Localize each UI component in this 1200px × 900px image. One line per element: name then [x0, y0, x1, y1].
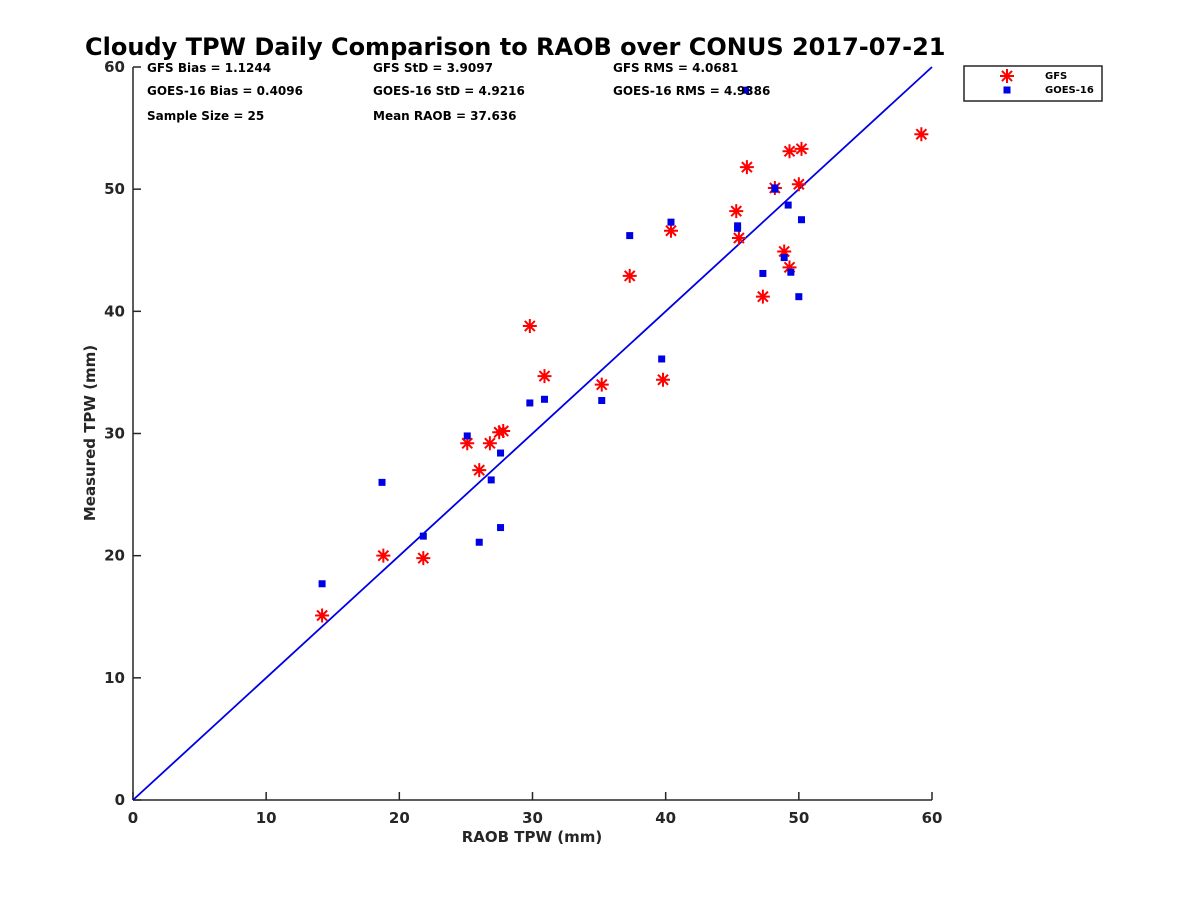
data-point-gfs	[482, 436, 497, 451]
stat-text: Sample Size = 25	[147, 109, 264, 123]
x-tick-label: 0	[128, 809, 138, 827]
data-point-goes-16	[475, 538, 483, 546]
legend-label-goes-16: GOES-16	[1045, 85, 1094, 96]
stat-text: GOES-16 StD = 4.9216	[373, 84, 525, 98]
data-point-goes-16	[797, 216, 805, 224]
data-point-goes-16	[784, 201, 792, 209]
data-point-gfs	[496, 424, 511, 439]
data-point-gfs	[522, 318, 537, 333]
legend-box	[963, 65, 1103, 102]
legend-marker-goes-16	[1003, 86, 1011, 94]
stat-text: Mean RAOB = 37.636	[373, 109, 517, 123]
data-point-gfs	[663, 223, 678, 238]
data-point-goes-16	[419, 532, 427, 540]
series-gfs	[315, 127, 929, 623]
data-point-gfs	[537, 369, 552, 384]
stat-text: GOES-16 Bias = 0.4096	[147, 84, 303, 98]
y-tick-label: 60	[104, 58, 125, 76]
data-point-goes-16	[497, 524, 505, 532]
data-point-goes-16	[598, 397, 606, 405]
data-point-gfs	[731, 231, 746, 246]
data-point-goes-16	[771, 185, 779, 193]
y-tick-label: 40	[104, 302, 125, 320]
data-point-goes-16	[487, 476, 495, 484]
data-point-gfs	[755, 289, 770, 304]
data-point-gfs	[739, 160, 754, 175]
data-point-goes-16	[463, 432, 471, 440]
legend: GFS GOES-16	[963, 65, 1103, 102]
data-point-goes-16	[759, 269, 767, 277]
data-point-gfs	[729, 204, 744, 219]
x-tick-label: 40	[655, 809, 676, 827]
data-point-gfs	[791, 177, 806, 192]
data-point-gfs	[782, 144, 797, 159]
stat-text: GFS StD = 3.9097	[373, 61, 493, 75]
x-tick-label: 50	[788, 809, 809, 827]
data-point-goes-16	[626, 232, 634, 240]
legend-label-gfs: GFS	[1045, 71, 1067, 82]
chart-title: Cloudy TPW Daily Comparison to RAOB over…	[85, 33, 945, 61]
data-point-goes-16	[526, 399, 534, 407]
data-point-gfs	[777, 244, 792, 259]
data-point-goes-16	[378, 478, 386, 486]
data-point-goes-16	[742, 86, 750, 94]
data-point-gfs	[460, 436, 475, 451]
y-tick-label: 50	[104, 180, 125, 198]
data-point-gfs	[416, 551, 431, 566]
data-point-gfs	[656, 372, 671, 387]
data-point-goes-16	[540, 395, 548, 403]
data-point-goes-16	[787, 268, 795, 276]
legend-marker-gfs	[1000, 69, 1014, 83]
stat-text: GFS RMS = 4.0681	[613, 61, 738, 75]
x-tick-label: 20	[389, 809, 410, 827]
data-point-gfs	[914, 127, 929, 142]
x-tick-label: 10	[256, 809, 277, 827]
data-point-goes-16	[497, 449, 505, 457]
data-point-gfs	[492, 425, 507, 440]
stat-text: GFS Bias = 1.1244	[147, 61, 271, 75]
data-point-gfs	[594, 377, 609, 392]
x-tick-label: 60	[922, 809, 943, 827]
y-tick-label: 0	[115, 791, 125, 809]
y-tick-label: 20	[104, 547, 125, 565]
data-point-gfs	[794, 141, 809, 156]
data-point-gfs	[376, 548, 391, 563]
data-point-gfs	[622, 268, 637, 283]
one-to-one-line	[132, 66, 933, 801]
x-tick-label: 30	[522, 809, 543, 827]
series-goes-16	[318, 86, 805, 588]
data-point-goes-16	[658, 355, 666, 363]
data-point-gfs	[472, 463, 487, 478]
y-tick-label: 30	[104, 425, 125, 443]
data-point-gfs	[315, 608, 330, 623]
plot-area: 0 10 20 30 40 50 60 0 10 20 30 40 50 60	[104, 58, 942, 827]
x-axis-label: RAOB TPW (mm)	[462, 828, 603, 846]
data-point-goes-16	[795, 293, 803, 301]
y-axis-label: Measured TPW (mm)	[81, 345, 99, 521]
data-point-gfs	[782, 260, 797, 275]
data-point-goes-16	[667, 218, 675, 226]
data-point-goes-16	[318, 580, 326, 588]
y-tick-label: 10	[104, 669, 125, 687]
stat-text: GOES-16 RMS = 4.9386	[613, 84, 770, 98]
data-point-goes-16	[734, 222, 742, 230]
data-point-goes-16	[780, 254, 788, 262]
